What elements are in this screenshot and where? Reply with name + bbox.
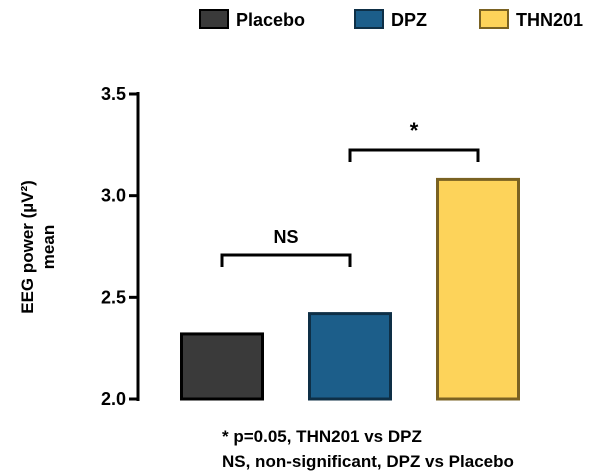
significance-bracket xyxy=(350,150,478,162)
legend-label-thn201: THN201 xyxy=(516,10,583,30)
y-tick-label: 3.5 xyxy=(101,84,126,104)
significance-bracket xyxy=(222,255,350,267)
legend-swatch-dpz xyxy=(355,10,383,28)
legend-label-placebo: Placebo xyxy=(236,10,305,30)
y-axis-title-line1: EEG power (µV²) xyxy=(18,180,37,314)
bar-dpz xyxy=(310,314,391,399)
legend-item-dpz: DPZ xyxy=(355,10,427,30)
bar-placebo xyxy=(182,334,263,399)
legend-swatch-placebo xyxy=(200,10,228,28)
bar-thn201 xyxy=(438,179,519,399)
significance-label: NS xyxy=(273,227,298,247)
footnote-significance: * p=0.05, THN201 vs DPZ xyxy=(222,427,422,446)
legend-label-dpz: DPZ xyxy=(391,10,427,30)
y-tick-label: 3.0 xyxy=(101,186,126,206)
y-axis-title-line2: mean xyxy=(39,225,58,269)
bars xyxy=(182,179,519,399)
legend: Placebo DPZ THN201 xyxy=(200,10,583,30)
significance-label: * xyxy=(410,118,419,143)
footnote-ns: NS, non-significant, DPZ vs Placebo xyxy=(222,452,514,471)
legend-item-placebo: Placebo xyxy=(200,10,305,30)
legend-swatch-thn201 xyxy=(480,10,508,28)
y-tick-label: 2.0 xyxy=(101,389,126,409)
y-tick-label: 2.5 xyxy=(101,287,126,307)
y-axis-ticks: 2.0 2.5 3.0 3.5 xyxy=(101,84,138,409)
legend-item-thn201: THN201 xyxy=(480,10,583,30)
